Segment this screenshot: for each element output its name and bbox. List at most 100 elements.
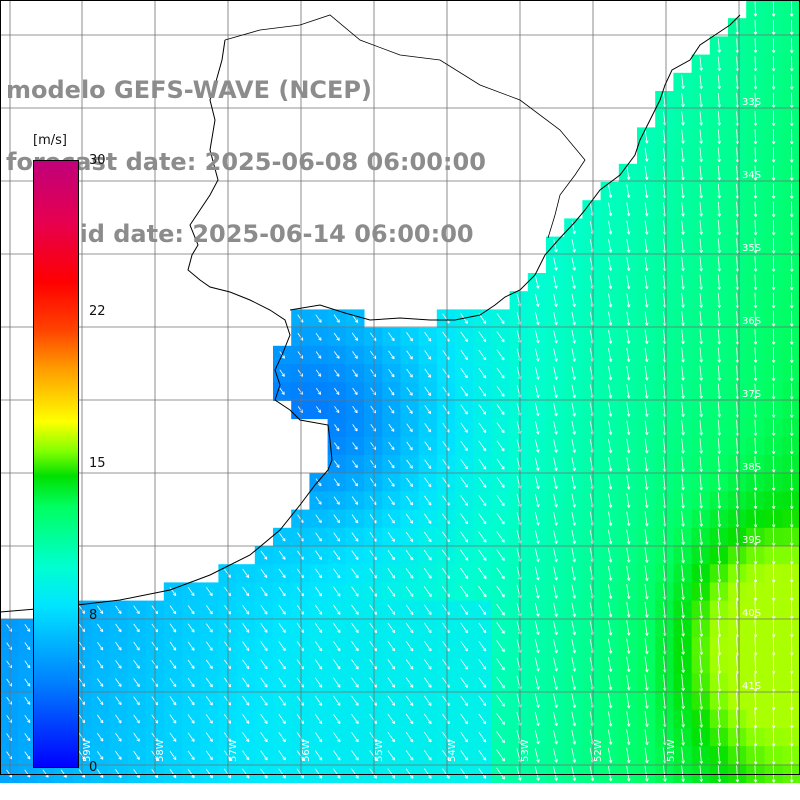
wind-arrow bbox=[571, 239, 576, 253]
field-cell bbox=[782, 600, 800, 620]
wind-arrow bbox=[681, 510, 685, 527]
wind-arrow bbox=[681, 474, 685, 491]
wind-arrow bbox=[169, 696, 177, 706]
wind-arrow bbox=[571, 657, 576, 672]
wind-arrow bbox=[96, 678, 104, 687]
wind-arrow bbox=[187, 623, 195, 633]
wind-arrow bbox=[315, 478, 322, 487]
wind-arrow bbox=[608, 729, 613, 745]
wind-arrow bbox=[260, 713, 268, 724]
wind-arrow bbox=[388, 332, 395, 342]
wind-arrow bbox=[771, 582, 776, 601]
wind-arrow bbox=[315, 550, 322, 560]
wind-arrow bbox=[626, 329, 631, 344]
wind-arrow bbox=[753, 292, 758, 309]
wind-arrow bbox=[699, 202, 703, 217]
wind-arrow bbox=[535, 330, 540, 344]
wind-arrow bbox=[133, 605, 140, 615]
wind-arrow bbox=[699, 220, 703, 235]
wind-arrow bbox=[608, 329, 613, 344]
wind-arrow bbox=[334, 424, 340, 432]
wind-arrow bbox=[169, 714, 177, 724]
field-cell bbox=[782, 364, 800, 383]
field-cell bbox=[782, 764, 800, 784]
field-cell bbox=[782, 527, 800, 547]
wind-arrow bbox=[790, 600, 794, 620]
wind-arrow bbox=[133, 714, 140, 724]
wind-arrow bbox=[608, 438, 613, 454]
wind-arrow bbox=[442, 768, 450, 779]
wind-arrow bbox=[133, 732, 140, 742]
wind-arrow bbox=[424, 495, 432, 506]
wind-arrow bbox=[789, 92, 794, 108]
field-cell bbox=[782, 618, 800, 638]
wind-arrow bbox=[460, 622, 468, 634]
wind-arrow bbox=[753, 510, 758, 528]
wind-arrow bbox=[242, 659, 250, 670]
wind-arrow bbox=[789, 274, 794, 291]
wind-arrow bbox=[789, 128, 794, 145]
wind-arrow bbox=[496, 640, 505, 653]
wind-arrow bbox=[681, 202, 685, 217]
wind-arrow bbox=[388, 477, 395, 487]
wind-arrow bbox=[405, 640, 414, 652]
wind-arrow bbox=[460, 331, 468, 342]
wind-arrow bbox=[405, 513, 414, 524]
wind-arrow bbox=[608, 402, 613, 417]
wind-arrow bbox=[535, 348, 540, 362]
wind-arrow bbox=[681, 710, 685, 728]
wind-arrow bbox=[460, 477, 468, 488]
wind-arrow bbox=[553, 566, 558, 581]
wind-arrow bbox=[187, 587, 195, 597]
wind-arrow bbox=[115, 678, 122, 687]
wind-arrow bbox=[789, 110, 794, 126]
wind-arrow bbox=[753, 1, 758, 17]
colorbar-unit: [m/s] bbox=[33, 133, 67, 148]
field-cell bbox=[782, 509, 800, 529]
wind-arrow bbox=[496, 513, 505, 525]
wind-arrow bbox=[115, 660, 122, 669]
wind-arrow bbox=[717, 765, 722, 783]
wind-arrow bbox=[351, 332, 358, 341]
wind-arrow bbox=[223, 768, 232, 779]
lat-label: 35S bbox=[742, 243, 761, 254]
wind-arrow bbox=[352, 351, 358, 359]
wind-arrow bbox=[681, 402, 685, 418]
wind-arrow bbox=[496, 331, 505, 343]
wind-arrow bbox=[534, 657, 540, 672]
wind-arrow bbox=[496, 422, 505, 434]
wind-arrow bbox=[478, 567, 487, 580]
wind-arrow bbox=[644, 601, 649, 618]
wind-arrow bbox=[681, 184, 685, 199]
wind-arrow bbox=[387, 604, 396, 615]
wind-arrow bbox=[333, 514, 340, 524]
wind-arrow bbox=[553, 657, 558, 672]
wind-arrow bbox=[735, 764, 740, 783]
wind-arrow bbox=[314, 641, 323, 652]
wind-arrow bbox=[169, 623, 177, 633]
wind-arrow bbox=[478, 331, 487, 343]
wind-arrow bbox=[571, 348, 576, 362]
wind-arrow bbox=[771, 691, 776, 711]
lon-label: 55W bbox=[374, 739, 385, 762]
wind-arrow bbox=[571, 711, 577, 727]
wind-arrow bbox=[790, 691, 794, 711]
wind-arrow bbox=[478, 549, 487, 561]
field-cell bbox=[782, 0, 800, 19]
wind-arrow bbox=[242, 605, 250, 615]
wind-arrow bbox=[699, 420, 703, 436]
wind-arrow bbox=[681, 147, 685, 162]
wind-arrow bbox=[478, 458, 487, 470]
wind-arrow bbox=[460, 585, 469, 598]
wind-arrow bbox=[771, 510, 776, 528]
wind-arrow bbox=[387, 495, 395, 506]
wind-arrow bbox=[753, 20, 758, 35]
wind-arrow bbox=[223, 732, 232, 742]
wind-arrow bbox=[260, 604, 268, 615]
wind-arrow bbox=[753, 219, 758, 236]
wind-arrow bbox=[717, 311, 722, 327]
wind-arrow bbox=[423, 768, 432, 779]
wind-arrow bbox=[405, 659, 414, 670]
field-cell bbox=[782, 327, 800, 347]
